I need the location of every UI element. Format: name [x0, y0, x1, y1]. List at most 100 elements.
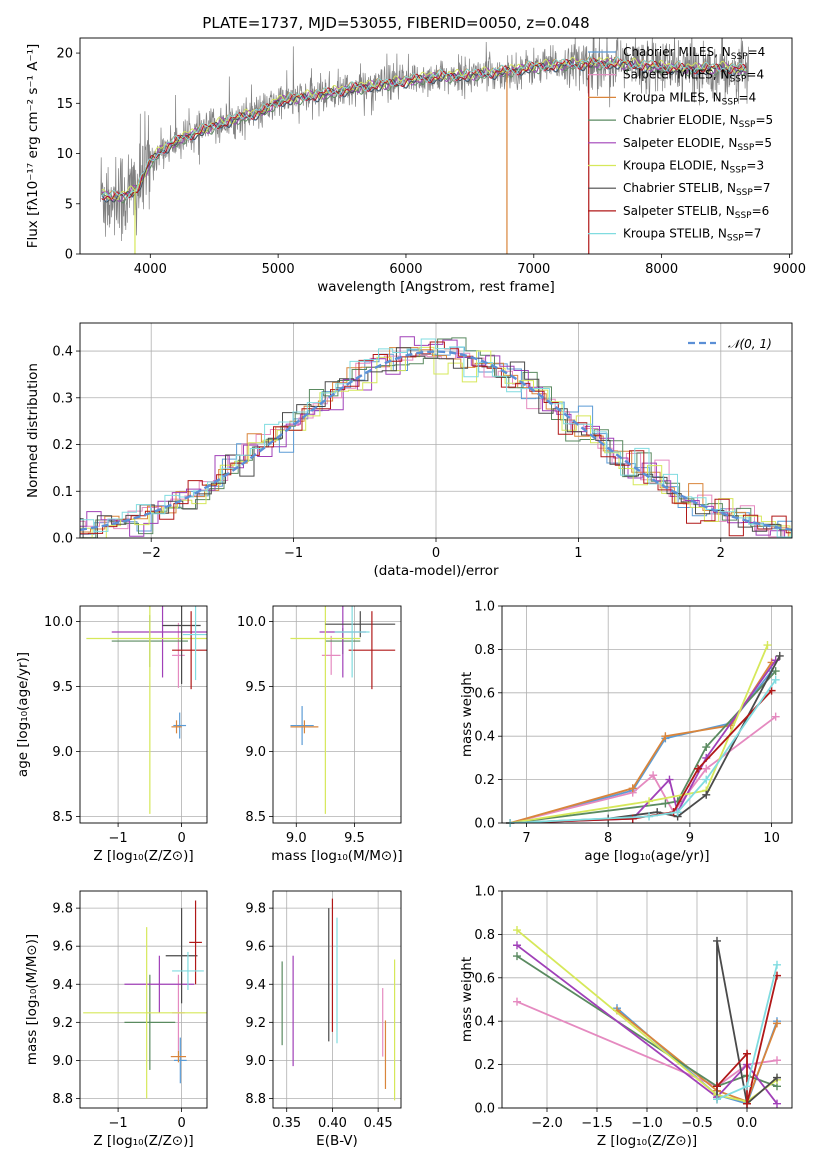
weight-marker — [771, 675, 780, 684]
axes-frame — [79, 37, 793, 255]
mass_Z-panel: −1 0 8.8 9.0 9.2 9.4 9.6 9.8 Z [log₁₀(Z/Z⊙)] mass… — [24, 890, 208, 1149]
x-tick-label: −2.0 — [531, 1116, 563, 1131]
legend-label: Salpeter MILES, NSSP=4 — [623, 68, 764, 85]
x-axis-label: age [log₁₀(age/yr)] — [584, 848, 709, 864]
x-tick-label: 0 — [177, 831, 185, 846]
x-tick-label: 6000 — [389, 262, 422, 277]
y-tick-label: 10 — [56, 147, 73, 162]
hist-chabrier_stelib — [80, 347, 792, 538]
x-axis-label: E(B-V) — [316, 1133, 358, 1149]
weight-marker — [773, 1019, 781, 1028]
chart-title: PLATE=1737, MJD=53055, FIBERID=0050, z=0… — [202, 14, 589, 32]
weight-marker — [645, 812, 654, 821]
y-tick-label: 0.0 — [52, 532, 73, 547]
legend-label: Salpeter STELIB, NSSP=6 — [623, 204, 769, 221]
y-tick-label: 9.4 — [52, 978, 73, 993]
legend-label: Chabrier MILES, NSSP=4 — [623, 45, 765, 62]
weight-marker — [713, 1095, 721, 1104]
x-tick-label: 10 — [763, 831, 780, 846]
x-axis-label: Z [log₁₀(Z/Z⊙)] — [597, 1133, 697, 1149]
weight-marker — [775, 651, 784, 660]
y-tick-label: 9.0 — [52, 1054, 73, 1069]
weight-marker — [513, 941, 521, 950]
legend-n: =5 — [755, 113, 773, 127]
axes-frame — [272, 605, 402, 824]
y-tick-label: 1.0 — [474, 600, 495, 615]
x-tick-label: 5000 — [262, 262, 295, 277]
weight_Z-panel: −2.0 −1.5 −1.0 −0.5 0.0 0.0 0.2 0.4 0.6 0.8 1.0 Z [… — [459, 885, 793, 1149]
y-tick-label: 0.6 — [474, 686, 495, 701]
legend-sub: SSP — [727, 234, 744, 244]
x-tick-label: 0 — [432, 546, 440, 561]
x-tick-label: −1 — [109, 1116, 128, 1131]
weight-marker — [773, 1099, 781, 1108]
legend-text: Salpeter MILES, N — [623, 68, 730, 82]
y-tick-label: 0.8 — [474, 928, 495, 943]
axes-frame — [501, 890, 793, 1109]
weight-line-salpeter_elodie — [516, 944, 778, 1105]
y-tick-label: 10.0 — [44, 615, 73, 630]
model-spectrum-salpeter_elodie — [101, 57, 747, 203]
weight-marker — [743, 1049, 751, 1058]
legend-text: Salpeter STELIB, N — [623, 204, 735, 218]
y-tick-label: 0 — [65, 248, 73, 263]
weight-marker — [513, 926, 521, 935]
legend-n: =4 — [748, 45, 766, 59]
weight-line-kroupa_miles — [616, 1009, 778, 1103]
y-tick-label: 0.0 — [474, 817, 495, 832]
legend-n: =7 — [753, 181, 771, 195]
x-tick-label: 9.5 — [344, 831, 365, 846]
legend-label: Kroupa STELIB, NSSP=7 — [623, 227, 761, 244]
y-tick-label: 9.6 — [245, 940, 266, 955]
x-tick-label: 0.0 — [737, 1116, 758, 1131]
y-tick-label: 1.0 — [474, 885, 495, 900]
weight-marker — [773, 1073, 781, 1082]
axes-frame — [79, 890, 208, 1109]
x-axis-label: Z [log₁₀(Z/Z⊙)] — [93, 848, 193, 864]
weight-marker — [771, 712, 780, 721]
y-tick-label: 0.3 — [52, 391, 73, 406]
hist-salpeter_miles — [80, 352, 792, 538]
y-tick-label: 20 — [56, 47, 73, 62]
legend-label: Chabrier ELODIE, NSSP=5 — [623, 113, 773, 130]
weight-marker — [743, 1099, 751, 1108]
age_Z-panel: −1 0 8.5 9.0 9.5 10.0 Z [log₁₀(Z/Z⊙)] age [log₁… — [15, 605, 208, 864]
normal-curve — [80, 350, 792, 531]
y-tick-label: 15 — [56, 97, 73, 112]
weight-marker — [773, 960, 781, 969]
x-tick-label: 1 — [574, 546, 582, 561]
weight-marker — [513, 997, 521, 1006]
y-axis-label: mass weight — [459, 957, 475, 1042]
legend-sub: SSP — [736, 188, 753, 198]
y-tick-label: 0.1 — [52, 485, 73, 500]
y-tick-label: 0.2 — [474, 773, 495, 788]
weight-line-salpeter_miles — [509, 715, 777, 823]
legend-text: Kroupa MILES, N — [623, 90, 722, 104]
legend-sub: SSP — [731, 52, 748, 62]
y-tick-label: 9.0 — [245, 745, 266, 760]
weight-marker — [702, 775, 711, 784]
legend-sub: SSP — [722, 97, 739, 107]
weight-marker — [743, 1082, 751, 1091]
hist-salpeter_stelib — [80, 341, 792, 537]
weight-marker — [713, 936, 721, 945]
weight-marker — [673, 808, 682, 817]
y-tick-label: 9.8 — [52, 902, 73, 917]
axes-frame — [79, 605, 208, 824]
x-axis-label: Z [log₁₀(Z/Z⊙)] — [93, 1133, 193, 1149]
y-tick-label: 0.6 — [474, 971, 495, 986]
y-tick-label: 8.5 — [245, 810, 266, 825]
age_mass-panel: 9.0 9.5 8.5 9.0 9.5 10.0 mass [log₁₀(M/M⊙)] — [237, 605, 403, 864]
x-tick-label: −0.5 — [681, 1116, 713, 1131]
legend-label: Salpeter ELODIE, NSSP=5 — [623, 136, 772, 153]
hist-kroupa_stelib — [80, 338, 792, 538]
weight-marker — [713, 1082, 721, 1091]
x-tick-label: 8000 — [645, 262, 678, 277]
y-axis-label: Flux [fλ10⁻¹⁷ erg cm⁻² s⁻¹ A⁻¹] — [25, 44, 41, 249]
x-tick-label: 9.0 — [286, 831, 307, 846]
y-tick-label: 5 — [65, 197, 73, 212]
weight-marker — [773, 1056, 781, 1065]
legend-n: =4 — [746, 68, 764, 82]
weight-marker — [694, 764, 703, 773]
